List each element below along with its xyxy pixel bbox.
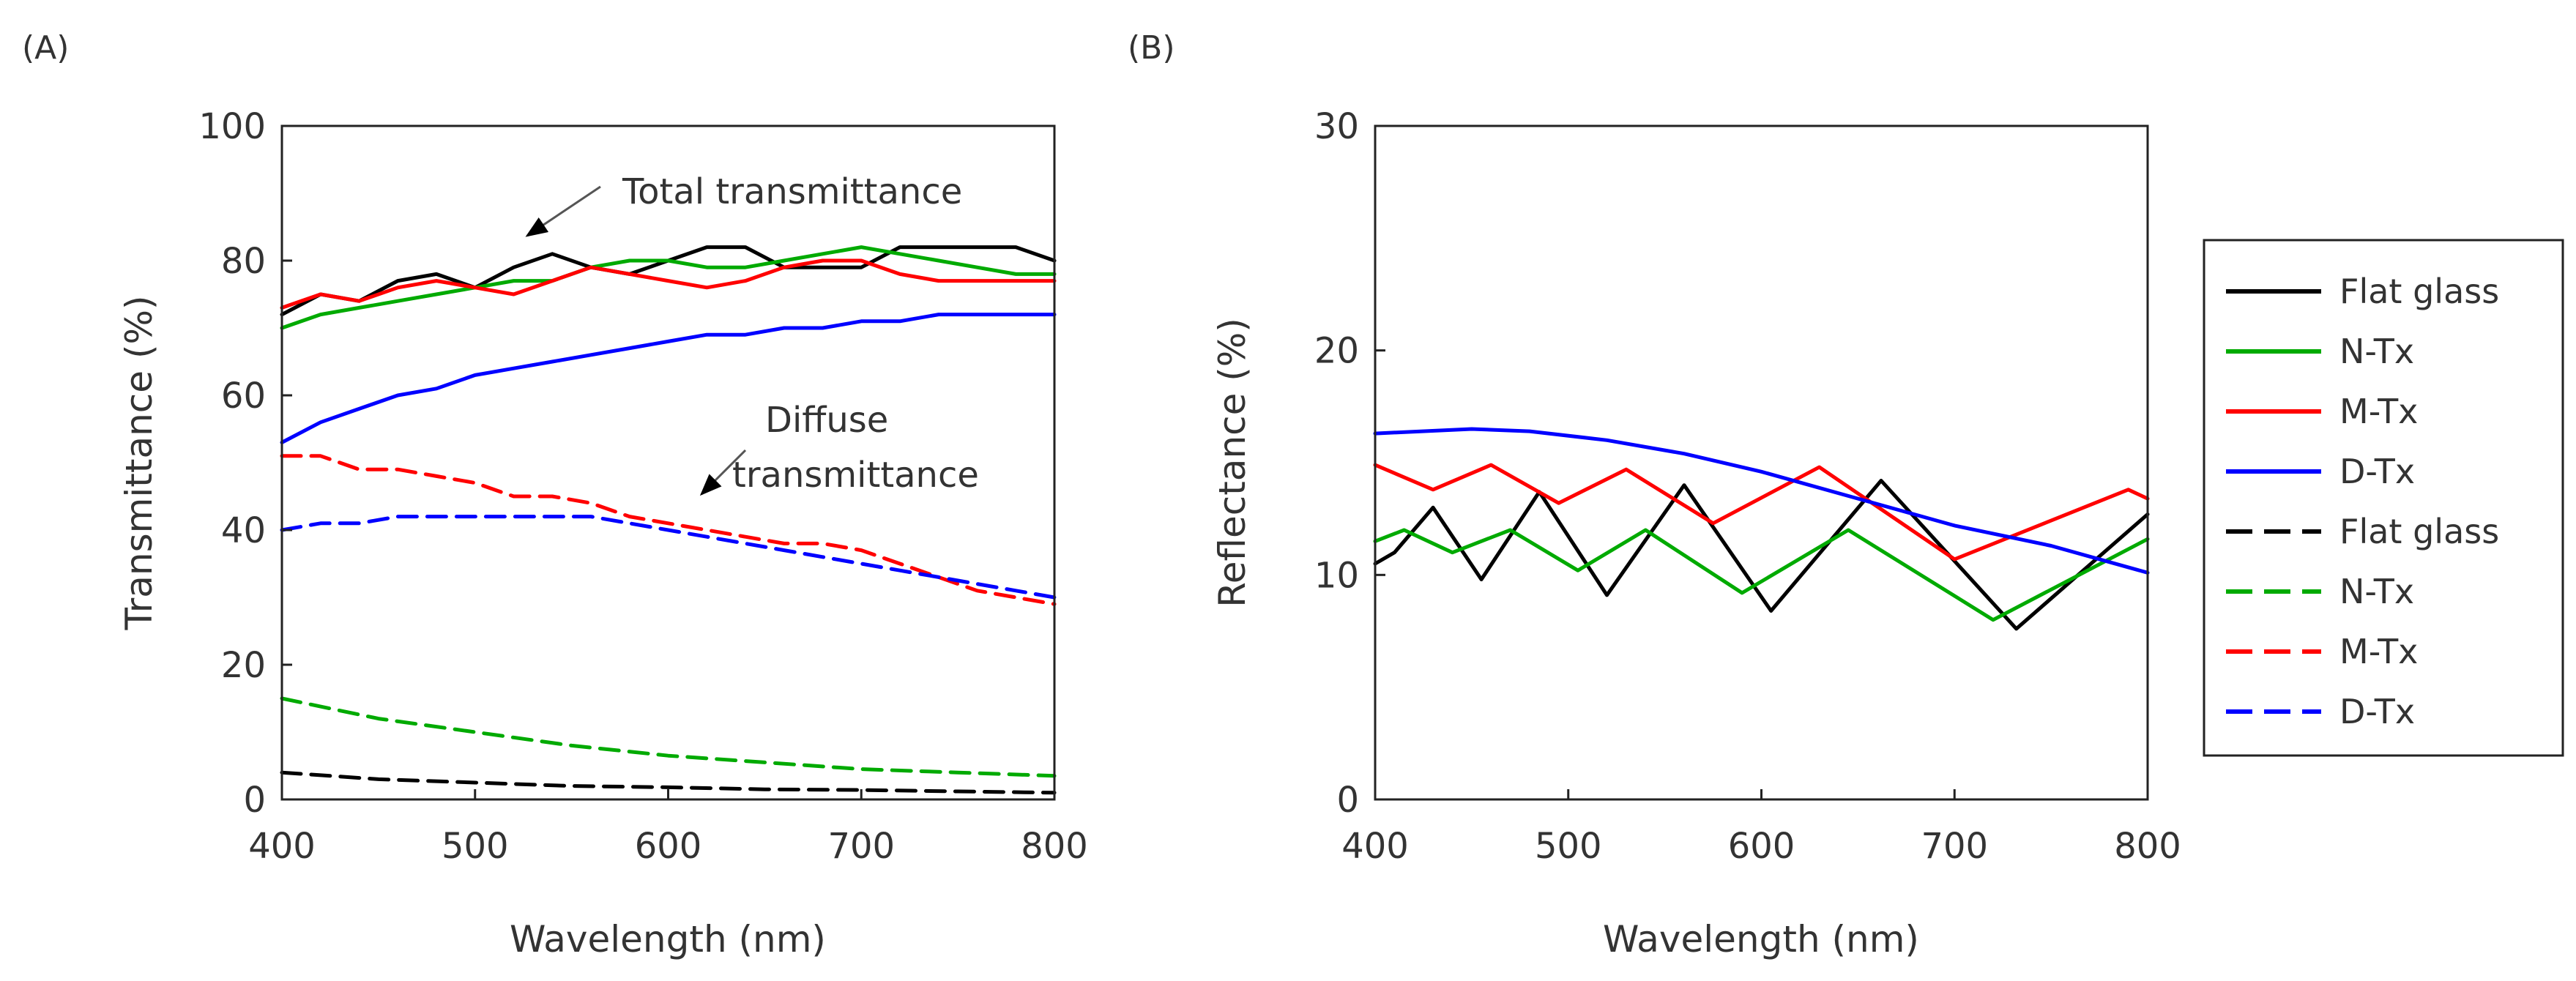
panel-b-ytick-label: 30 <box>1314 106 1359 147</box>
panel-a-label: (A) <box>22 29 69 67</box>
panel-a-annotations: Total transmittance Diffuse transmittanc… <box>525 171 979 496</box>
panel-a-ytick-label: 40 <box>221 510 266 551</box>
panel-b-ylabel: Reflectance (%) <box>1211 318 1254 608</box>
panel-a-xtick-label: 800 <box>1021 826 1088 867</box>
panel-a-series-group <box>280 245 1057 795</box>
panel-b-series-flat-glass-solid <box>1373 479 2150 631</box>
legend-label: D-Tx <box>2339 452 2415 491</box>
legend: Flat glass N-Tx M-Tx D-Tx Flat glass N-Tx M-Tx… <box>2203 239 2564 757</box>
panel-a-series-d-tx-dashed <box>280 515 1057 600</box>
panel-a-series-m-tx-dashed <box>280 454 1057 606</box>
panel-b-series-n-tx-solid <box>1373 528 2150 622</box>
legend-label: M-Tx <box>2339 392 2418 431</box>
panel-a: (A) Total transmittance Diffuse transmit… <box>22 29 1088 961</box>
panel-a-ytick-label: 0 <box>243 780 266 821</box>
panel-a-axes: 400 500 600 700 800 0 20 40 60 80 100 <box>198 106 1087 867</box>
panel-b-series-group <box>1373 427 2150 631</box>
panel-b-xtick-label: 600 <box>1728 826 1795 867</box>
annotation-diffuse-line1: Diffuse <box>765 400 888 441</box>
panel-b-label: (B) <box>1128 29 1175 67</box>
panel-a-xtick-label: 500 <box>442 826 509 867</box>
legend-label: M-Tx <box>2339 632 2418 671</box>
panel-a-ytick-label: 100 <box>198 106 266 147</box>
legend-label: D-Tx <box>2339 692 2415 731</box>
annotation-arrow-diffuse <box>699 449 747 496</box>
panel-a-series-flat-glass-dashed <box>280 770 1057 795</box>
panel-b-xtick-label: 400 <box>1341 826 1409 867</box>
panel-a-series-d-tx-solid <box>280 313 1057 444</box>
legend-label: N-Tx <box>2339 332 2414 371</box>
panel-a-xtick-label: 700 <box>827 826 895 867</box>
panel-a-ylabel: Transmittance (%) <box>118 296 160 631</box>
panel-a-series-n-tx-dashed <box>280 696 1057 778</box>
legend-label: Flat glass <box>2339 512 2499 551</box>
annotation-total-transmittance: Total transmittance <box>622 171 962 212</box>
panel-b-xtick-label: 700 <box>1921 826 1988 867</box>
panel-a-ytick-label: 60 <box>221 376 266 417</box>
panel-b-xlabel: Wavelength (nm) <box>1603 918 1919 961</box>
panel-b-xtick-label: 800 <box>2114 826 2181 867</box>
panel-b-ytick-label: 0 <box>1336 780 1359 821</box>
annotation-diffuse-line2: transmittance <box>732 455 979 496</box>
panel-b-ytick-label: 20 <box>1314 331 1359 372</box>
legend-entries: Flat glass N-Tx M-Tx D-Tx Flat glass N-Tx M-Tx… <box>2226 272 2499 731</box>
panel-a-ytick-label: 20 <box>221 645 266 686</box>
panel-b-axes: 400 500 600 700 800 0 10 20 30 <box>1314 106 2181 867</box>
panel-a-series-n-tx-solid <box>280 245 1057 330</box>
panel-a-xtick-label: 600 <box>635 826 702 867</box>
panel-b-xtick-label: 500 <box>1535 826 1602 867</box>
legend-label: Flat glass <box>2339 272 2499 311</box>
panel-b-series-d-tx-solid <box>1373 427 2150 575</box>
panel-b-series-m-tx-solid <box>1373 463 2150 562</box>
panel-a-ytick-label: 80 <box>221 241 266 282</box>
panel-a-xlabel: Wavelength (nm) <box>510 918 826 961</box>
panel-a-series-m-tx-solid <box>280 258 1057 310</box>
panel-b-frame <box>1374 124 2149 801</box>
annotation-arrow-total <box>525 185 601 237</box>
legend-label: N-Tx <box>2339 572 2414 611</box>
panel-b: (B) 400 500 600 700 800 0 10 20 30 Wavelength (n… <box>1128 29 2564 961</box>
panel-b-ytick-label: 10 <box>1314 555 1359 596</box>
legend-frame <box>2203 239 2564 757</box>
panel-a-xtick-label: 400 <box>248 826 316 867</box>
